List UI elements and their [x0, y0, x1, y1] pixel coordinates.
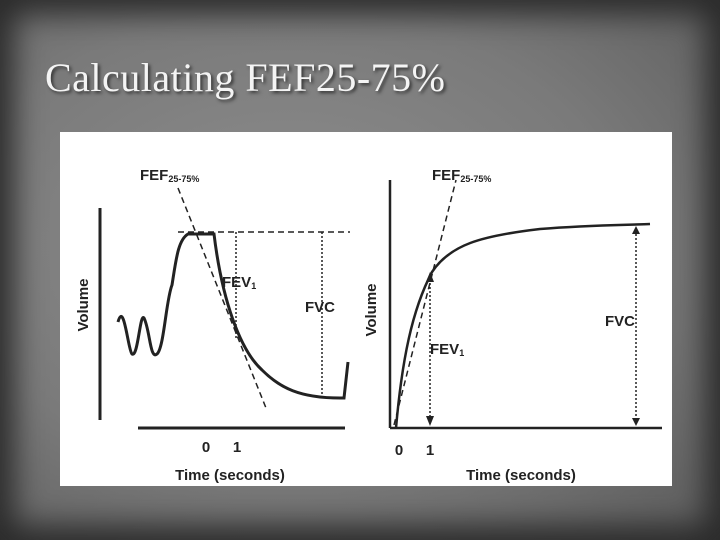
- figure: Volume FEF25-75% FEV1 FVC 0 1 Time (seco…: [60, 132, 672, 486]
- fev-main: FEV: [430, 341, 459, 358]
- fef-sub: 25-75%: [168, 174, 199, 184]
- volume-curve: [116, 232, 350, 400]
- x-label: Time (seconds): [466, 467, 576, 484]
- x-tick-label: 1: [233, 439, 241, 456]
- fvc-label: FVC: [305, 299, 335, 316]
- y-label: Volume: [363, 283, 380, 336]
- fef-slope: [393, 179, 457, 426]
- fef-main: FEF: [140, 167, 168, 184]
- volume-curve: [394, 222, 651, 429]
- fef-label: FEF25-75%: [140, 167, 199, 184]
- x-tick-label: 0: [395, 442, 403, 459]
- slide-title: Calculating FEF25-75%: [45, 55, 446, 100]
- x-tick-label: 0: [202, 439, 210, 456]
- fev-label: FEV1: [222, 274, 256, 291]
- y-label: Volume: [75, 278, 92, 331]
- fef-label: FEF25-75%: [432, 167, 491, 184]
- fef-sub: 25-75%: [460, 174, 491, 184]
- fev-main: FEV: [222, 274, 251, 291]
- left-panel: [98, 187, 350, 430]
- x-tick-label: 1: [426, 442, 434, 459]
- fev-sub: 1: [459, 348, 464, 358]
- fev-label: FEV1: [430, 341, 464, 358]
- right-panel: [388, 179, 662, 430]
- fef-main: FEF: [432, 167, 460, 184]
- fev-sub: 1: [251, 281, 256, 291]
- fvc-label: FVC: [605, 313, 635, 330]
- x-label: Time (seconds): [175, 467, 285, 484]
